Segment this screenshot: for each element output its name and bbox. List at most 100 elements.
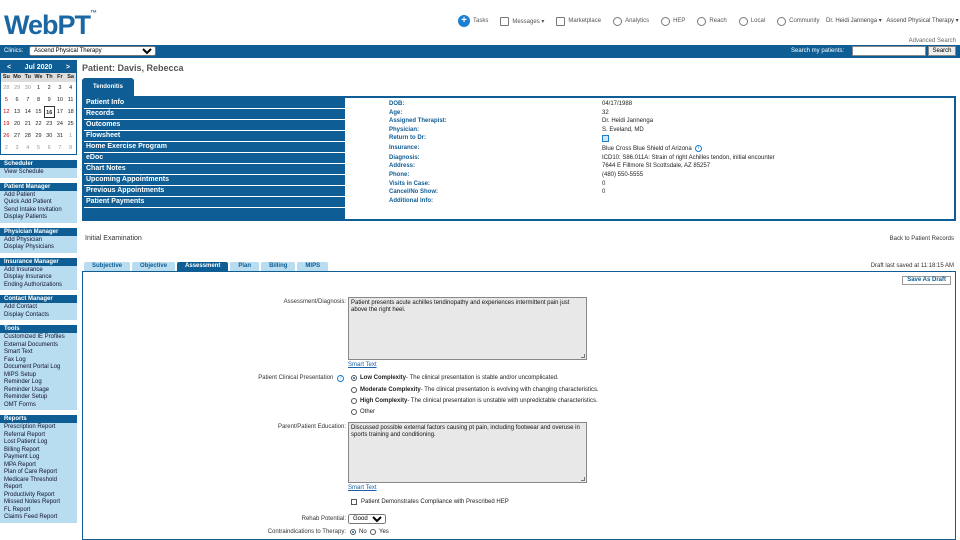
- tab-assessment[interactable]: Assessment: [177, 262, 229, 271]
- patient-menu-home-exercise-program[interactable]: Home Exercise Program: [84, 142, 346, 153]
- sidebar-link[interactable]: Quick Add Patient: [4, 199, 52, 205]
- calendar-day[interactable]: 14: [24, 109, 31, 115]
- calendar-day[interactable]: 18: [67, 109, 74, 115]
- calendar-prev-button[interactable]: <: [7, 63, 12, 71]
- tab-plan[interactable]: Plan: [230, 262, 260, 271]
- nav-item-tasks[interactable]: + Tasks: [458, 15, 488, 27]
- nav-item-analytics[interactable]: Analytics: [613, 16, 649, 26]
- calendar-day[interactable]: 6: [47, 145, 51, 151]
- sidebar-link[interactable]: Ending Authorizations: [4, 281, 63, 288]
- nav-item-messages[interactable]: Messages ▾: [500, 16, 544, 26]
- sidebar-link[interactable]: Missed Notes Report: [4, 499, 61, 505]
- sidebar-link[interactable]: Plan of Care Report: [4, 469, 58, 475]
- calendar-day[interactable]: 26: [3, 133, 10, 139]
- help-icon[interactable]: ?: [337, 375, 344, 382]
- sidebar-link[interactable]: Reminder Setup: [4, 394, 48, 400]
- calendar-day[interactable]: 27: [14, 133, 21, 139]
- calendar-day[interactable]: 16: [43, 106, 55, 118]
- calendar-next-button[interactable]: >: [65, 63, 70, 71]
- calendar-day[interactable]: 28: [3, 85, 10, 91]
- patient-menu-patient-payments[interactable]: Patient Payments: [84, 197, 346, 208]
- calendar-day[interactable]: 17: [56, 109, 63, 115]
- patient-menu-outcomes[interactable]: Outcomes: [84, 120, 346, 131]
- education-textarea[interactable]: Discussed possible external factors caus…: [348, 422, 587, 483]
- calendar-day[interactable]: 3: [58, 85, 62, 91]
- calendar-day[interactable]: 30: [46, 133, 53, 139]
- calendar-day[interactable]: 13: [14, 109, 21, 115]
- sidebar-link[interactable]: Lost Patient Log: [4, 439, 48, 445]
- tab-subjective[interactable]: Subjective: [84, 262, 131, 271]
- calendar-day[interactable]: 8: [36, 97, 41, 103]
- sidebar-link[interactable]: Referral Report: [4, 431, 46, 438]
- clinic-select[interactable]: Ascend Physical Therapy: [29, 46, 156, 56]
- back-to-records-link[interactable]: Back to Patient Records: [889, 236, 954, 242]
- sidebar-link[interactable]: Reminder Log: [4, 379, 42, 385]
- calendar-day[interactable]: 5: [4, 97, 8, 103]
- sidebar-link[interactable]: Display Contacts: [4, 311, 50, 318]
- tab-objective[interactable]: Objective: [132, 262, 176, 271]
- calendar-day[interactable]: 10: [56, 97, 63, 103]
- sidebar-link[interactable]: FL Report: [4, 506, 31, 513]
- presentation-radio[interactable]: [351, 387, 357, 393]
- nav-item-marketplace[interactable]: Marketplace: [556, 16, 601, 26]
- patient-menu-patient-info[interactable]: Patient Info: [84, 98, 346, 109]
- sidebar-link[interactable]: Payment Log: [4, 454, 40, 460]
- patient-menu-flowsheet[interactable]: Flowsheet: [84, 131, 346, 142]
- calendar-day[interactable]: 22: [35, 121, 42, 127]
- sidebar-link[interactable]: Report: [4, 484, 23, 490]
- sidebar-link[interactable]: Productivity Report: [4, 491, 55, 498]
- tab-billing[interactable]: Billing: [261, 262, 296, 271]
- search-button[interactable]: Search: [928, 46, 956, 56]
- nav-item-local[interactable]: Local: [738, 16, 765, 26]
- calendar-day[interactable]: 1: [36, 85, 41, 91]
- calendar-day[interactable]: 20: [14, 121, 21, 127]
- smart-text-link-assessment[interactable]: Smart Text: [348, 362, 377, 368]
- calendar-day[interactable]: 29: [35, 133, 42, 139]
- sidebar-link[interactable]: Medicare Threshold: [4, 476, 57, 483]
- sidebar-link[interactable]: Customized IE Profiles: [4, 334, 65, 340]
- org-name[interactable]: Ascend Physical Therapy ▾: [886, 18, 959, 24]
- calendar-day[interactable]: 28: [24, 133, 31, 139]
- sidebar-link[interactable]: Claims Feed Report: [4, 514, 58, 520]
- calendar-day[interactable]: 2: [4, 145, 8, 151]
- user-name[interactable]: Dr. Heidi Jannenga ▾: [826, 18, 882, 24]
- calendar-day[interactable]: 29: [14, 85, 21, 91]
- calendar-day[interactable]: 2: [47, 85, 51, 91]
- calendar-day[interactable]: 30: [24, 85, 31, 91]
- sidebar-link[interactable]: MPA Report: [4, 461, 36, 468]
- save-as-draft-button[interactable]: Save As Draft: [902, 276, 951, 285]
- rehab-potential-select[interactable]: Good: [348, 514, 386, 524]
- sidebar-link[interactable]: Prescription Report: [4, 424, 56, 430]
- resize-grip-icon[interactable]: [581, 354, 585, 358]
- resize-grip-icon[interactable]: [581, 477, 585, 481]
- contra-no-radio[interactable]: [350, 529, 356, 535]
- contra-yes-radio[interactable]: [370, 529, 377, 535]
- return-to-dr-icon[interactable]: [602, 135, 609, 142]
- sidebar-link[interactable]: Smart Text: [4, 349, 33, 355]
- sidebar-link[interactable]: External Documents: [4, 341, 59, 348]
- calendar-day[interactable]: 23: [46, 121, 53, 127]
- nav-item-community[interactable]: Community: [777, 16, 819, 26]
- calendar-day[interactable]: 24: [56, 121, 63, 127]
- sidebar-link[interactable]: Billing Report: [4, 446, 40, 453]
- sidebar-link[interactable]: Document Portal Log: [4, 364, 61, 370]
- sidebar-link[interactable]: Reminder Usage: [4, 386, 50, 393]
- patient-menu-records[interactable]: Records: [84, 109, 346, 120]
- assessment-textarea[interactable]: Patient presents acute achilles tendinop…: [348, 297, 587, 360]
- calendar-day[interactable]: 3: [15, 145, 19, 151]
- hep-compliance-checkbox[interactable]: [351, 499, 357, 505]
- sidebar-link[interactable]: Display Patients: [4, 214, 48, 220]
- calendar-day[interactable]: 6: [15, 97, 19, 103]
- calendar-day[interactable]: 15: [35, 109, 42, 115]
- patient-menu-chart-notes[interactable]: Chart Notes: [84, 164, 346, 175]
- tab-mips[interactable]: MIPS: [297, 262, 329, 271]
- calendar-day[interactable]: 1: [69, 133, 73, 139]
- calendar-day[interactable]: 8: [69, 145, 73, 151]
- presentation-radio[interactable]: [351, 398, 357, 404]
- webpt-logo[interactable]: WebPT™: [4, 10, 97, 40]
- advanced-search-link[interactable]: Advanced Search: [908, 38, 956, 44]
- nav-item-reach[interactable]: Reach: [697, 16, 727, 26]
- sidebar-link[interactable]: Send Intake Invitation: [4, 206, 62, 213]
- patient-menu-previous-appointments[interactable]: Previous Appointments: [84, 186, 346, 197]
- nav-item-hep[interactable]: HEP: [661, 16, 685, 26]
